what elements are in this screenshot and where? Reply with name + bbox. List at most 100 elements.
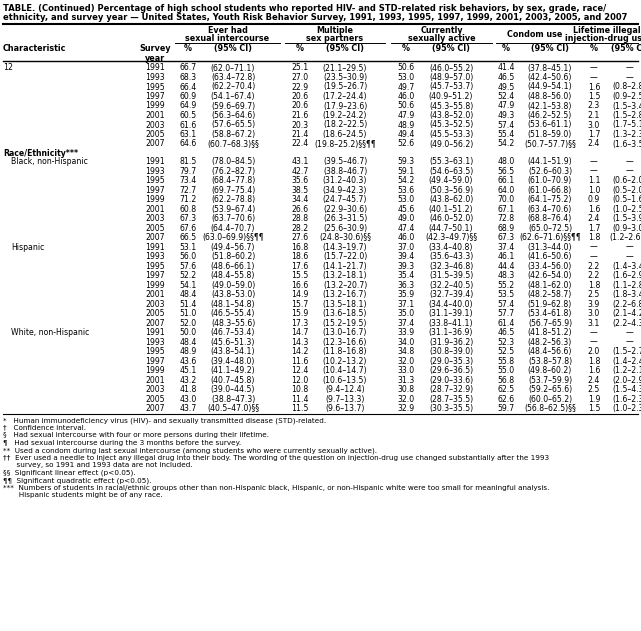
Text: (10.6–13.5): (10.6–13.5) bbox=[323, 375, 367, 384]
Text: (19.2–24.2): (19.2–24.2) bbox=[323, 111, 367, 120]
Text: 45.1: 45.1 bbox=[179, 366, 197, 375]
Text: Currently: Currently bbox=[420, 26, 463, 35]
Text: (31.5–39.5): (31.5–39.5) bbox=[429, 271, 473, 280]
Text: (34.9–42.3): (34.9–42.3) bbox=[323, 186, 367, 194]
Text: (63.7–70.6): (63.7–70.6) bbox=[211, 214, 255, 223]
Text: (48.2–56.3): (48.2–56.3) bbox=[528, 338, 572, 346]
Text: 33.0: 33.0 bbox=[397, 366, 415, 375]
Text: (15.7–22.0): (15.7–22.0) bbox=[323, 252, 367, 261]
Text: 2.4: 2.4 bbox=[588, 214, 600, 223]
Text: 1.6: 1.6 bbox=[588, 366, 600, 375]
Text: 41.4: 41.4 bbox=[497, 64, 515, 73]
Text: (0.8–2.8): (0.8–2.8) bbox=[613, 83, 641, 91]
Text: (9.7–13.3): (9.7–13.3) bbox=[326, 394, 365, 404]
Text: (0.6–2.0): (0.6–2.0) bbox=[613, 176, 641, 185]
Text: 21.6: 21.6 bbox=[292, 111, 308, 120]
Text: 47.9: 47.9 bbox=[397, 111, 415, 120]
Text: 25.1: 25.1 bbox=[292, 64, 308, 73]
Text: (14.1–21.7): (14.1–21.7) bbox=[322, 262, 367, 271]
Text: (63.4–70.6): (63.4–70.6) bbox=[528, 204, 572, 213]
Text: 2.4: 2.4 bbox=[588, 375, 600, 384]
Text: (59.6–69.7): (59.6–69.7) bbox=[211, 102, 255, 110]
Text: 62.5: 62.5 bbox=[497, 385, 515, 394]
Text: (45.3–52.5): (45.3–52.5) bbox=[429, 121, 473, 129]
Text: 3.9: 3.9 bbox=[588, 300, 600, 309]
Text: 51.0: 51.0 bbox=[179, 309, 197, 318]
Text: 32.9: 32.9 bbox=[397, 404, 415, 413]
Text: (33.8–41.1): (33.8–41.1) bbox=[429, 319, 473, 327]
Text: 67.6: 67.6 bbox=[179, 223, 197, 233]
Text: (62.2–78.8): (62.2–78.8) bbox=[211, 195, 255, 204]
Text: 48.4: 48.4 bbox=[179, 290, 197, 299]
Text: (43.8–54.1): (43.8–54.1) bbox=[211, 347, 255, 356]
Text: (51.9–62.8): (51.9–62.8) bbox=[528, 300, 572, 309]
Text: —: — bbox=[590, 242, 598, 252]
Text: 1997: 1997 bbox=[146, 271, 165, 280]
Text: (58.8–67.2): (58.8–67.2) bbox=[211, 130, 255, 139]
Text: (65.0–72.5): (65.0–72.5) bbox=[528, 223, 572, 233]
Text: 44.4: 44.4 bbox=[497, 262, 515, 271]
Text: (68.8–76.4): (68.8–76.4) bbox=[528, 214, 572, 223]
Text: (1.0–2.3): (1.0–2.3) bbox=[613, 404, 641, 413]
Text: (53.8–57.8): (53.8–57.8) bbox=[528, 357, 572, 365]
Text: —: — bbox=[626, 328, 634, 337]
Text: §§  Significant linear effect (p<0.05).: §§ Significant linear effect (p<0.05). bbox=[3, 469, 135, 476]
Text: (40.7–45.8): (40.7–45.8) bbox=[211, 375, 255, 384]
Text: 1995: 1995 bbox=[146, 83, 165, 91]
Text: ethnicity, and survey year — United States, Youth Risk Behavior Survey, 1991, 19: ethnicity, and survey year — United Stat… bbox=[3, 13, 628, 22]
Text: (31.9–36.2): (31.9–36.2) bbox=[429, 338, 473, 346]
Text: 52.4: 52.4 bbox=[497, 92, 515, 101]
Text: (2.1–4.2): (2.1–4.2) bbox=[613, 309, 641, 318]
Text: (56.7–65.9): (56.7–65.9) bbox=[528, 319, 572, 327]
Text: (55.3–63.1): (55.3–63.1) bbox=[429, 157, 473, 166]
Text: (56.8–62.5)§§: (56.8–62.5)§§ bbox=[524, 404, 576, 413]
Text: (18.2–22.5): (18.2–22.5) bbox=[323, 121, 367, 129]
Text: 60.9: 60.9 bbox=[179, 92, 197, 101]
Text: (78.0–84.5): (78.0–84.5) bbox=[211, 157, 255, 166]
Text: (31.2–40.3): (31.2–40.3) bbox=[323, 176, 367, 185]
Text: (35.6–43.3): (35.6–43.3) bbox=[429, 252, 473, 261]
Text: (48.8–56.0): (48.8–56.0) bbox=[528, 92, 572, 101]
Text: 53.6: 53.6 bbox=[397, 186, 415, 194]
Text: 59.7: 59.7 bbox=[497, 404, 515, 413]
Text: %: % bbox=[184, 44, 192, 53]
Text: 32.0: 32.0 bbox=[397, 394, 415, 404]
Text: —: — bbox=[626, 252, 634, 261]
Text: —: — bbox=[626, 242, 634, 252]
Text: (43.8–62.0): (43.8–62.0) bbox=[429, 195, 473, 204]
Text: 1999: 1999 bbox=[146, 281, 165, 290]
Text: 2.1: 2.1 bbox=[588, 111, 600, 120]
Text: 57.6: 57.6 bbox=[179, 262, 197, 271]
Text: 49.7: 49.7 bbox=[397, 83, 415, 91]
Text: (1.2–2.1): (1.2–2.1) bbox=[613, 366, 641, 375]
Text: (95% CI): (95% CI) bbox=[432, 44, 470, 53]
Text: (95% CI): (95% CI) bbox=[326, 44, 364, 53]
Text: (38.8–47.3): (38.8–47.3) bbox=[211, 394, 255, 404]
Text: (44.7–50.1): (44.7–50.1) bbox=[429, 223, 473, 233]
Text: Multiple: Multiple bbox=[317, 26, 353, 35]
Text: 1.6: 1.6 bbox=[588, 83, 600, 91]
Text: Survey
year: Survey year bbox=[139, 44, 171, 63]
Text: (40.5–47.0)§§: (40.5–47.0)§§ bbox=[207, 404, 259, 413]
Text: (49.8–60.2): (49.8–60.2) bbox=[528, 366, 572, 375]
Text: (14.3–19.7): (14.3–19.7) bbox=[323, 242, 367, 252]
Text: 66.4: 66.4 bbox=[179, 83, 197, 91]
Text: (31.1–39.1): (31.1–39.1) bbox=[429, 309, 473, 318]
Text: 54.1: 54.1 bbox=[179, 281, 197, 290]
Text: **  Used a condom during last sexual intercourse (among students who were curren: ** Used a condom during last sexual inte… bbox=[3, 447, 377, 454]
Text: 12: 12 bbox=[3, 64, 13, 73]
Text: (1.5–2.7): (1.5–2.7) bbox=[613, 347, 641, 356]
Text: 11.5: 11.5 bbox=[291, 404, 309, 413]
Text: 2003: 2003 bbox=[146, 385, 165, 394]
Text: 16.6: 16.6 bbox=[292, 281, 308, 290]
Text: 1997: 1997 bbox=[146, 186, 165, 194]
Text: *   Human immunodeficiency virus (HIV)- and sexually transmitted disease (STD)-r: * Human immunodeficiency virus (HIV)- an… bbox=[3, 417, 326, 423]
Text: (48.4–55.8): (48.4–55.8) bbox=[211, 271, 255, 280]
Text: (39.0–44.5): (39.0–44.5) bbox=[211, 385, 255, 394]
Text: 1999: 1999 bbox=[146, 102, 165, 110]
Text: 43.0: 43.0 bbox=[179, 394, 197, 404]
Text: 11.4: 11.4 bbox=[291, 394, 309, 404]
Text: 43.2: 43.2 bbox=[179, 375, 197, 384]
Text: 28.2: 28.2 bbox=[292, 223, 308, 233]
Text: 26.6: 26.6 bbox=[292, 204, 308, 213]
